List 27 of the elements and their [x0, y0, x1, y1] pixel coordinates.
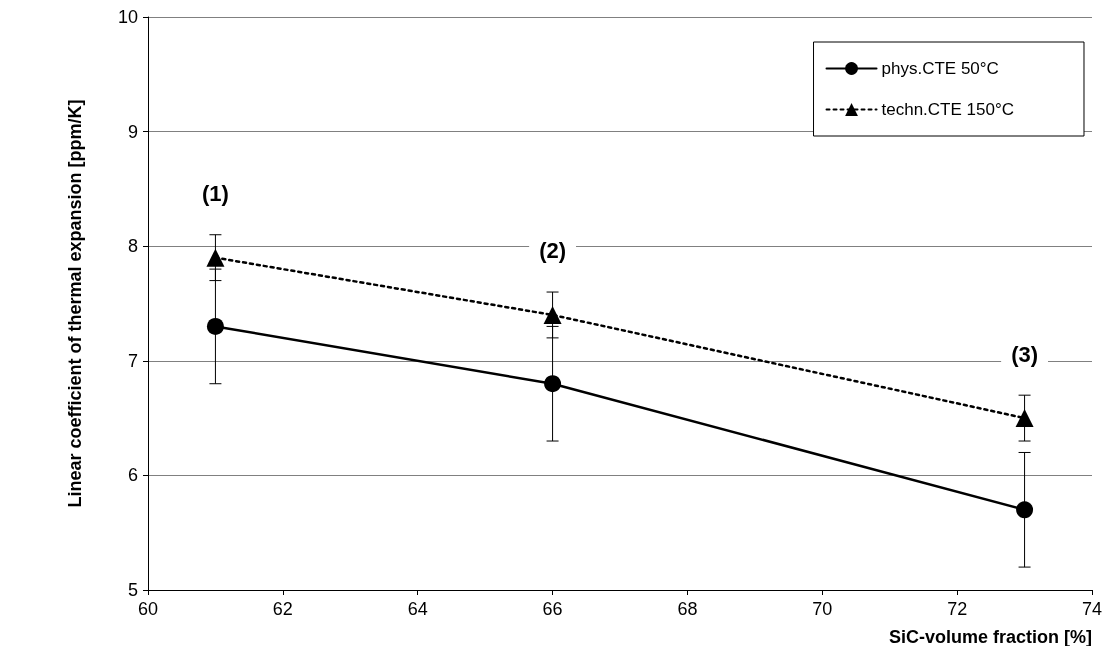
legend-label: phys.CTE 50°C [881, 59, 999, 78]
y-tick-label: 7 [127, 350, 138, 371]
point [1016, 501, 1034, 519]
annotation: (2) [539, 238, 567, 264]
y-tick-label: 8 [127, 236, 138, 257]
x-tick-label: 64 [407, 599, 428, 619]
x-tick-label: 74 [1081, 599, 1103, 619]
x-tick-label: 72 [947, 599, 968, 619]
point [1015, 409, 1034, 428]
x-tick-label: 66 [542, 599, 563, 619]
y-tick-label: 5 [127, 580, 138, 600]
x-tick-label: 60 [137, 599, 159, 619]
point [206, 317, 224, 335]
x-tick-label: 70 [812, 599, 833, 619]
y-tick-label: 10 [117, 7, 138, 27]
annotation: (1) [201, 181, 229, 207]
point [206, 248, 225, 267]
annotation: (3) [1011, 341, 1039, 367]
x-tick-label: 68 [677, 599, 698, 619]
x-axis-title: SiC-volume fraction [%] [888, 627, 1092, 646]
point [543, 305, 562, 324]
legend-label: techn.CTE 150°C [881, 100, 1015, 119]
y-axis-title: Linear coefficient of thermal expansion [ppm/K] [65, 99, 85, 508]
y-tick-label: 6 [127, 465, 138, 486]
point [544, 375, 562, 393]
y-tick-label: 9 [127, 121, 138, 142]
x-tick-label: 62 [272, 599, 293, 619]
